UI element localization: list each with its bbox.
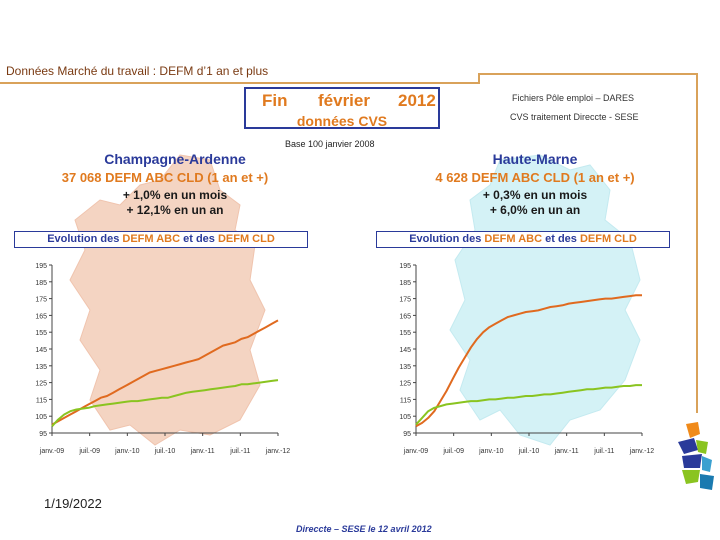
header-rule (0, 82, 478, 84)
chart-banner-left: Evolution des DEFM ABC et des DEFM CLD (14, 231, 308, 248)
y-tick-label: 135 (35, 364, 47, 371)
x-tick-label: juil.-10 (518, 448, 540, 455)
region-count-left: 37 068 DEFM ABC CLD (1 an et +) (61, 170, 269, 185)
x-tick-label: janv.-09 (39, 448, 64, 455)
right-rule (696, 73, 698, 413)
y-tick-label: 125 (35, 381, 47, 388)
region-name-left: Champagne-Ardenne (104, 151, 246, 167)
y-tick-label: 175 (399, 297, 411, 304)
title-year: 2012 (398, 91, 436, 110)
x-tick-label: janv.-09 (403, 448, 428, 455)
y-tick-label: 195 (35, 263, 47, 270)
region-year-left: + 12,1% en un an (126, 203, 224, 217)
y-tick-label: 105 (399, 414, 411, 421)
region-month-left: + 1,0% en un mois (122, 188, 228, 202)
y-tick-label: 135 (399, 364, 411, 371)
y-tick-label: 115 (400, 397, 411, 404)
title-month: février (318, 91, 370, 110)
period-title-box: Fin février 2012 données CVS (244, 87, 440, 129)
x-tick-label: juil.-11 (229, 448, 250, 455)
title-subtitle: données CVS (296, 113, 388, 129)
chart-haute-marne: 195 185 175 165 155 145 135 125 115 105 95 janv.-09… (399, 263, 654, 455)
y-tick-label: 165 (35, 313, 47, 320)
y-tick-label: 145 (35, 347, 47, 354)
series-line-abc (51, 379, 279, 427)
y-tick-label: 195 (399, 263, 411, 270)
source-line-2: CVS traitement Direccte - SESE (510, 112, 639, 122)
x-tick-label: janv.-10 (114, 448, 139, 455)
x-tick-label: juil.-09 (442, 448, 464, 455)
header-rule-step (478, 73, 480, 84)
region-logo (678, 422, 714, 490)
x-tick-label: janv.-10 (478, 448, 503, 455)
y-tick-label: 185 (399, 280, 411, 287)
y-tick-label: 185 (35, 280, 47, 287)
series-line-abc (415, 384, 642, 426)
x-tick-label: janv.-11 (190, 448, 215, 455)
y-tick-label: 125 (399, 381, 411, 388)
region-name-right: Haute-Marne (492, 151, 578, 167)
y-tick-label: 115 (36, 397, 47, 404)
y-tick-label: 165 (399, 313, 411, 320)
source-line-1: Fichiers Pôle emploi – DARES (512, 93, 635, 103)
y-tick-label: 105 (35, 414, 47, 421)
base-note: Base 100 janvier 2008 (285, 139, 375, 149)
x-tick-label: janv.-12 (265, 448, 290, 455)
date-stamp: 1/19/2022 (44, 496, 102, 511)
y-tick-label: 155 (35, 330, 47, 337)
chart-champagne-ardenne: 195 185 175 165 155 145 135 125 115 105 95 janv.-09… (35, 263, 290, 455)
y-tick-label: 155 (399, 330, 411, 337)
series-line-cld (51, 319, 279, 426)
region-count-right: 4 628 DEFM ABC CLD (1 an et +) (435, 170, 635, 185)
x-tick-label: juil.-11 (593, 448, 614, 455)
region-month-right: + 0,3% en un mois (482, 188, 588, 202)
title-fin: Fin (262, 91, 288, 110)
page-header-title: Données Marché du travail : DEFM d’1 an … (6, 64, 269, 78)
x-tick-label: janv.-12 (629, 448, 654, 455)
x-tick-label: juil.-10 (154, 448, 176, 455)
x-tick-label: juil.-09 (78, 448, 100, 455)
y-tick-label: 95 (39, 431, 47, 438)
chart-banner-right: Evolution des DEFM ABC et des DEFM CLD (376, 231, 670, 248)
header-rule-right (478, 73, 698, 75)
series-line-cld (415, 294, 642, 428)
footer-credit: Direccte – SESE le 12 avril 2012 (296, 524, 432, 534)
y-tick-label: 175 (35, 297, 47, 304)
x-tick-label: janv.-11 (554, 448, 579, 455)
y-tick-label: 145 (399, 347, 411, 354)
y-tick-label: 95 (403, 431, 411, 438)
region-year-right: + 6,0% en un an (489, 203, 581, 217)
